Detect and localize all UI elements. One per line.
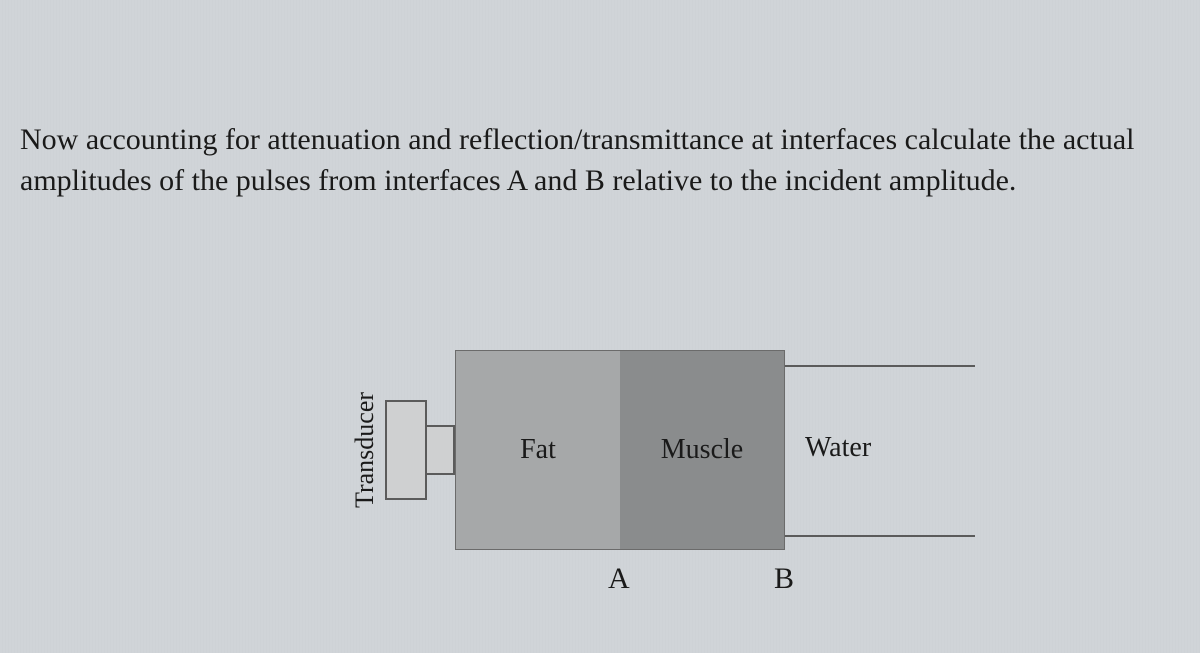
ultrasound-diagram: Transducer Fat Muscle Water A B <box>350 310 990 590</box>
muscle-block: Muscle <box>620 350 785 550</box>
interface-a-label: A <box>608 562 630 596</box>
water-bottom-line <box>785 535 975 537</box>
muscle-label: Muscle <box>661 434 743 466</box>
fat-block: Fat <box>455 350 620 550</box>
transducer-tip <box>425 425 455 475</box>
water-label: Water <box>805 432 871 464</box>
transducer-label: Transducer <box>350 360 380 540</box>
interface-b-label: B <box>774 562 794 596</box>
transducer-body <box>385 400 427 500</box>
water-top-line <box>785 365 975 367</box>
question-text: Now accounting for attenuation and refle… <box>20 120 1200 201</box>
fat-label: Fat <box>520 434 556 466</box>
